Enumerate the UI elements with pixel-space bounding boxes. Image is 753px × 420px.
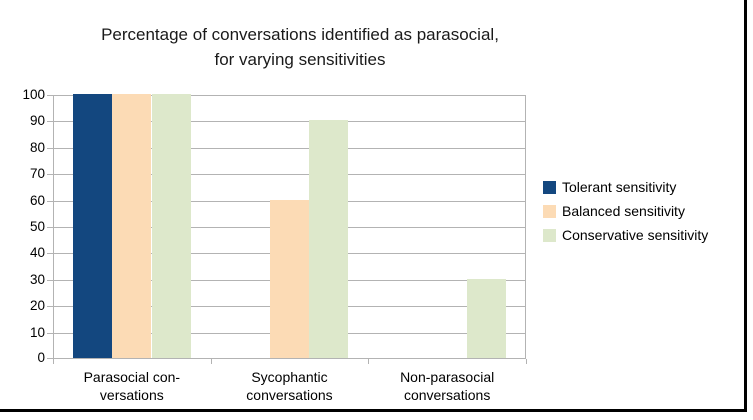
legend-swatch-tolerant-sensitivity — [543, 180, 556, 194]
bar-balanced-sensitivity-sycophantic-conversations — [270, 200, 309, 358]
bar-conservative-sensitivity-parasocial-conversations — [152, 94, 191, 358]
chart-title: Percentage of conversations identified a… — [0, 22, 600, 72]
x-boundary-tick-3 — [526, 359, 527, 364]
y-tick-label-40: 40 — [29, 245, 45, 260]
y-tick-label-10: 10 — [29, 325, 45, 340]
legend-swatch-balanced-sensitivity — [543, 204, 556, 218]
chart-title-line2: for varying sensitivities — [214, 50, 386, 69]
y-tick-50 — [47, 227, 53, 228]
y-tick-label-20: 20 — [29, 298, 45, 313]
y-tick-label-90: 90 — [29, 113, 45, 128]
category-label-non-parasocial-conversations: Non-parasocial conversations — [368, 368, 526, 404]
category-label-sycophantic-conversations: Sycophantic conversations — [211, 368, 369, 404]
legend-label-balanced-sensitivity: Balanced sensitivity — [562, 203, 685, 219]
y-tick-label-100: 100 — [22, 87, 45, 102]
y-tick-label-30: 30 — [29, 272, 45, 287]
y-tick-label-0: 0 — [37, 350, 45, 365]
frame-bottom-border — [0, 409, 747, 412]
gridline-100 — [53, 95, 526, 96]
category-label-parasocial-conversations: Parasocial con-versations — [53, 368, 211, 404]
y-tick-10 — [47, 333, 53, 334]
legend-label-conservative-sensitivity: Conservative sensitivity — [562, 227, 709, 243]
chart-title-line1: Percentage of conversations identified a… — [101, 25, 499, 44]
category-label-line: versations — [99, 387, 164, 403]
category-label-line: conversations — [246, 387, 333, 403]
y-tick-20 — [47, 306, 53, 307]
y-tick-90 — [47, 121, 53, 122]
x-boundary-tick-2 — [368, 359, 369, 364]
gridline-80 — [53, 148, 526, 149]
legend-item-tolerant-sensitivity: Tolerant sensitivity — [543, 175, 708, 199]
legend-swatch-conservative-sensitivity — [543, 228, 556, 242]
bar-conservative-sensitivity-sycophantic-conversations — [309, 120, 348, 358]
gridline-70 — [53, 174, 526, 175]
x-boundary-tick-0 — [53, 359, 54, 364]
bar-conservative-sensitivity-non-parasocial-conversations — [467, 279, 506, 358]
bar-balanced-sensitivity-parasocial-conversations — [112, 94, 151, 358]
x-axis-line — [53, 358, 526, 359]
category-label-line: Parasocial con- — [83, 369, 181, 385]
category-label-line: Non-parasocial — [400, 369, 495, 385]
y-tick-label-50: 50 — [29, 219, 45, 234]
y-tick-label-70: 70 — [29, 166, 45, 181]
category-label-line: Sycophantic — [251, 369, 328, 385]
y-tick-30 — [47, 280, 53, 281]
legend-item-conservative-sensitivity: Conservative sensitivity — [543, 223, 708, 247]
plot-area — [47, 94, 527, 364]
y-tick-80 — [47, 148, 53, 149]
legend: Tolerant sensitivity Balanced sensitivity… — [543, 175, 708, 247]
y-tick-60 — [47, 201, 53, 202]
frame-right-border — [744, 0, 747, 412]
legend-label-tolerant-sensitivity: Tolerant sensitivity — [562, 179, 677, 195]
y-tick-100 — [47, 95, 53, 96]
y-tick-70 — [47, 174, 53, 175]
category-label-line: conversations — [403, 387, 491, 403]
legend-item-balanced-sensitivity: Balanced sensitivity — [543, 199, 708, 223]
y-tick-0 — [47, 358, 53, 359]
y-tick-40 — [47, 253, 53, 254]
y-tick-label-60: 60 — [29, 193, 45, 208]
gridline-90 — [53, 121, 526, 122]
y-tick-label-80: 80 — [29, 140, 45, 155]
x-boundary-tick-1 — [211, 359, 212, 364]
bar-tolerant-sensitivity-parasocial-conversations — [73, 94, 112, 358]
